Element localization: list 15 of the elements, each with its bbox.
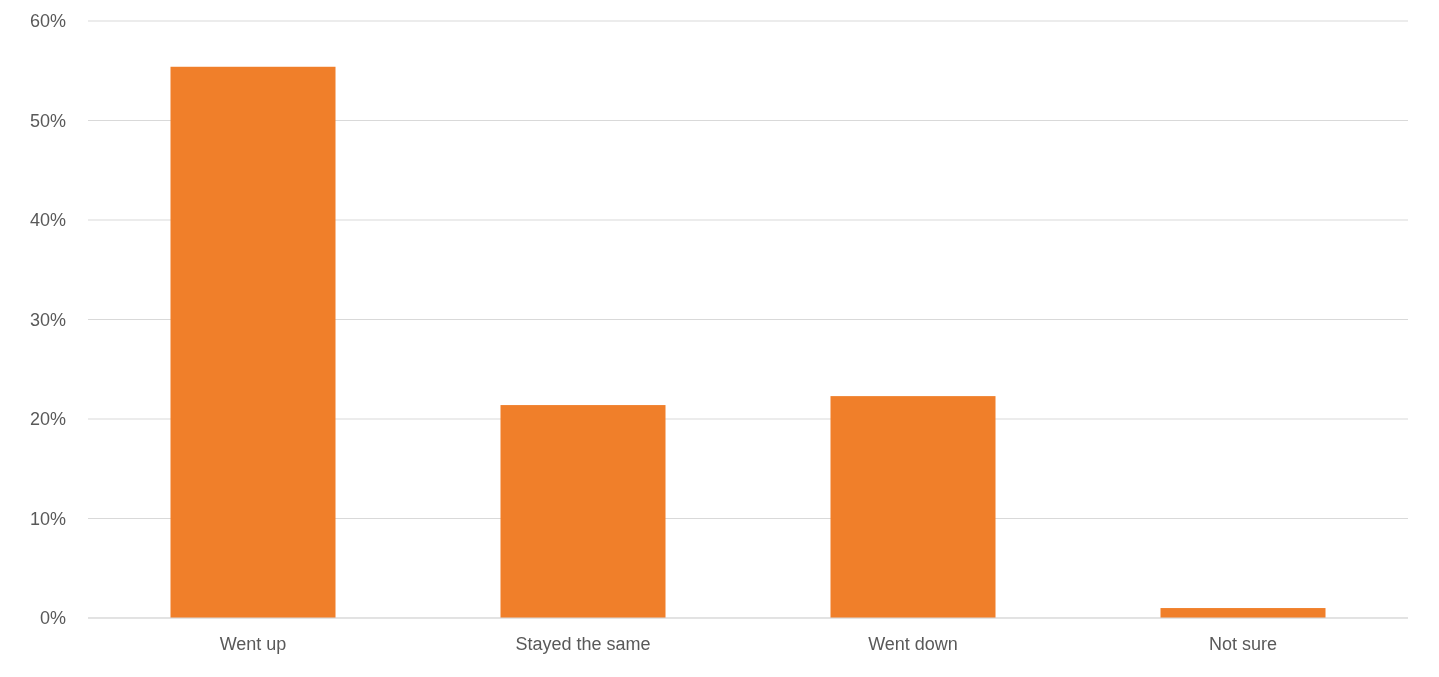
bar: [1160, 608, 1326, 618]
y-tick-label: 40%: [29, 210, 66, 231]
x-tick-label: Went up: [219, 634, 287, 654]
y-tick-label: 60%: [29, 11, 66, 32]
y-tick-label: 10%: [29, 508, 66, 529]
y-tick-label: 30%: [29, 309, 66, 330]
y-tick-label: 0%: [39, 608, 66, 629]
y-tick-label: 20%: [29, 409, 66, 430]
x-tick-label: Stayed the same: [515, 634, 651, 654]
y-tick-label: 50%: [29, 110, 66, 131]
bar: [500, 405, 666, 618]
x-tick-label: Not sure: [1208, 634, 1278, 654]
bar: [830, 396, 996, 618]
bar: [170, 66, 336, 618]
x-tick-label: Went down: [868, 634, 958, 654]
